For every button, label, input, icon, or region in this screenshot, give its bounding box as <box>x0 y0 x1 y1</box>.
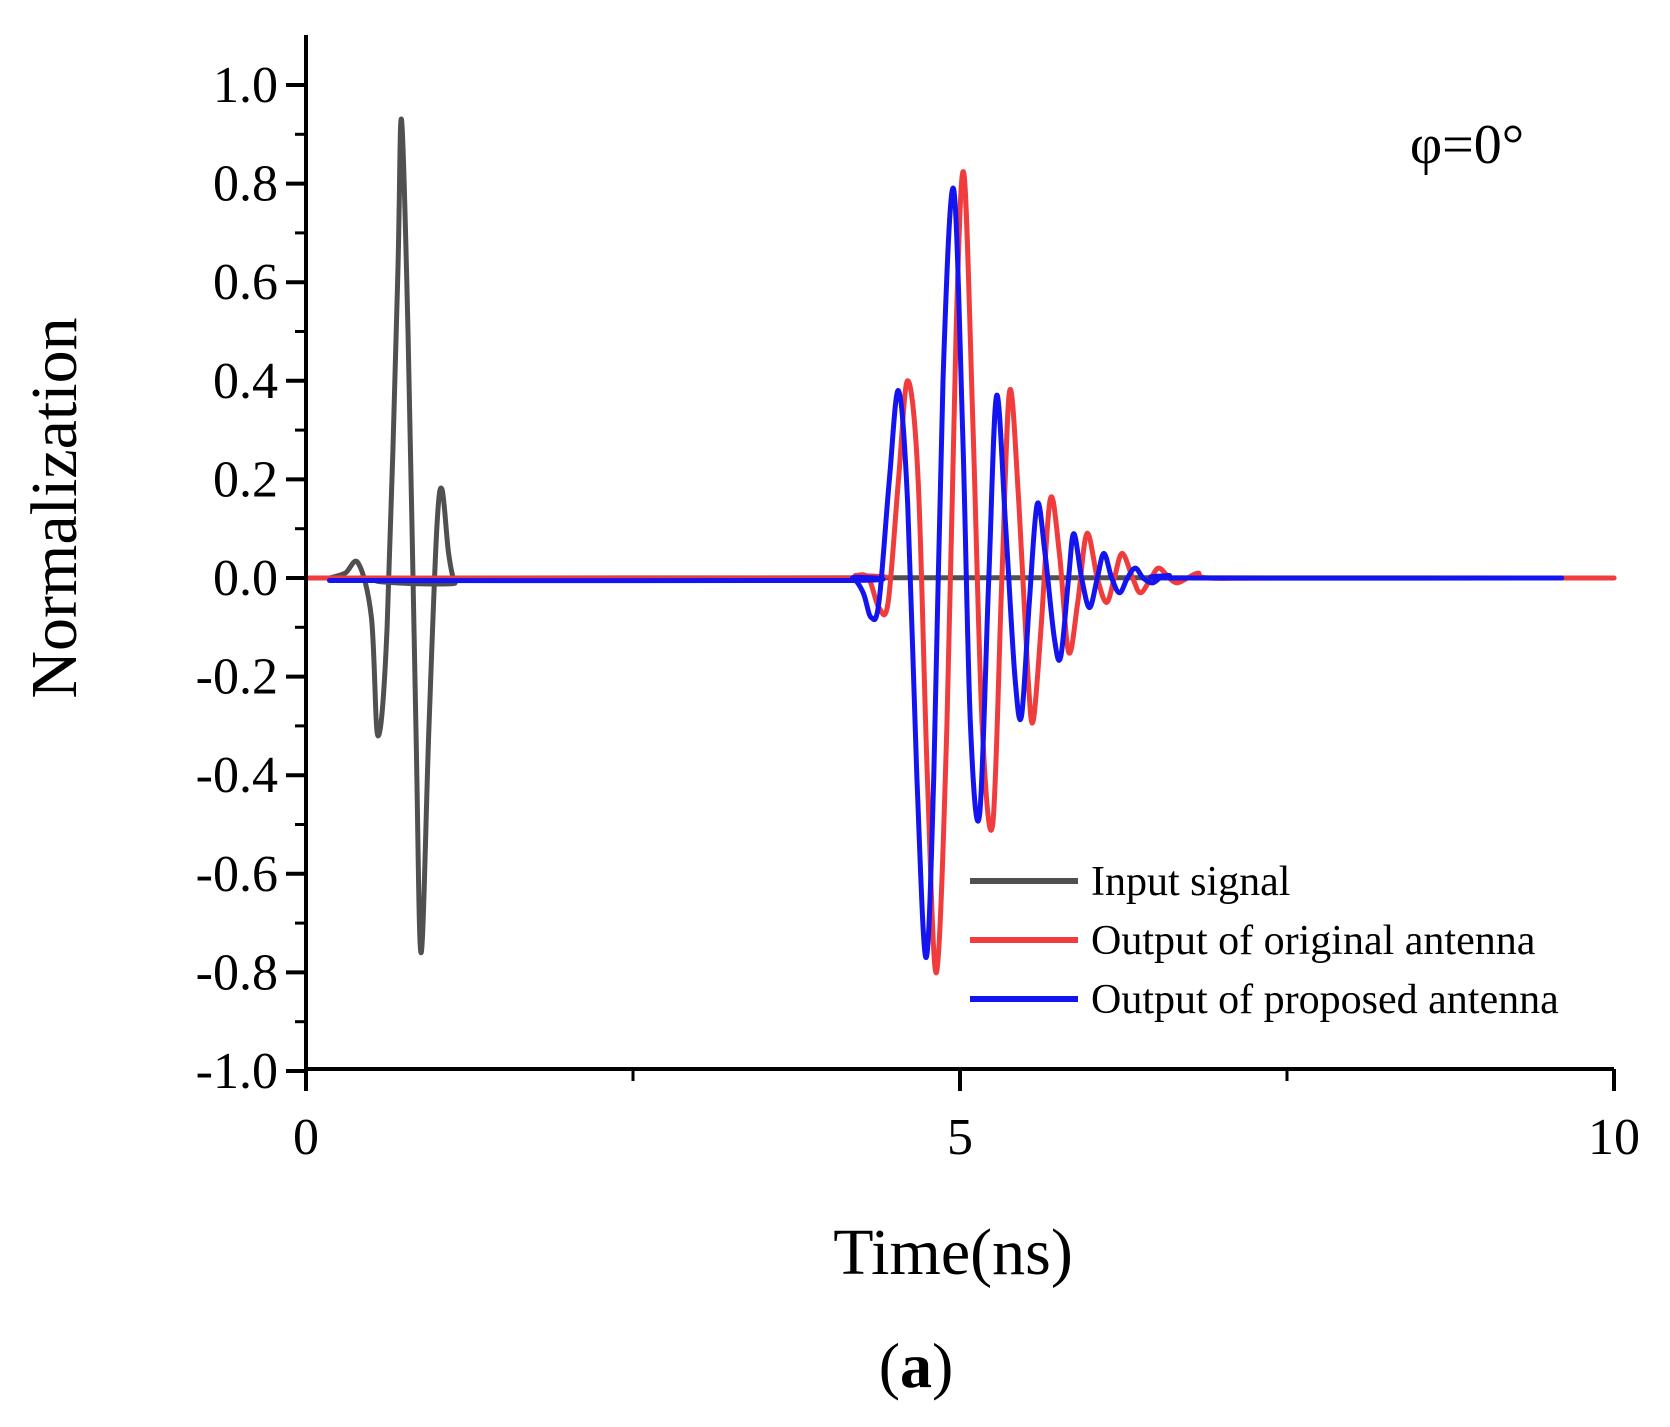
panel-label-close: ) <box>932 1330 953 1401</box>
ticks-layer: -1.0 -0.8 -0.6 -0.4 -0.2 0.0 0.2 0.4 0.6 0.8 1.0 0 5… <box>196 57 1640 1166</box>
plot-area: -1.0 -0.8 -0.6 -0.4 -0.2 0.0 0.2 0.4 0.6 0.8 1.0 0 5… <box>196 35 1640 1166</box>
y-tick-label: -0.6 <box>196 846 278 903</box>
y-tick-label: 0.0 <box>213 550 278 607</box>
x-tick-label: 0 <box>293 1109 319 1166</box>
y-tick-label: 0.8 <box>213 156 278 213</box>
y-axis-title: Normalization <box>18 317 91 698</box>
y-tick-label: 0.4 <box>213 353 278 410</box>
y-tick-label: -1.0 <box>196 1043 278 1100</box>
x-tick-label: 10 <box>1588 1109 1640 1166</box>
series-line-proposed-antenna <box>327 185 1565 961</box>
panel-label-open: ( <box>879 1330 900 1401</box>
x-axis-title: Time(ns) <box>833 1216 1073 1289</box>
panel-label-letter: a <box>900 1330 932 1401</box>
legend-label-proposed-antenna: Output of proposed antenna <box>1091 977 1559 1023</box>
y-tick-label: -0.8 <box>196 944 278 1001</box>
series-layer <box>303 116 1617 975</box>
y-tick-label: 0.6 <box>213 254 278 311</box>
y-tick-label: -0.2 <box>196 649 278 706</box>
panel-label: (a) <box>879 1330 954 1401</box>
legend-label-input-signal: Input signal <box>1091 859 1290 905</box>
legend: Input signal Output of original antenna … <box>970 859 1559 1023</box>
series-line-input-signal <box>327 116 1617 956</box>
phi-annotation: φ=0° <box>1410 114 1524 176</box>
x-tick-label: 5 <box>947 1109 973 1166</box>
legend-label-original-antenna: Output of original antenna <box>1091 918 1536 964</box>
y-tick-label: -0.4 <box>196 747 278 804</box>
y-tick-label: 1.0 <box>213 57 278 114</box>
y-tick-label: 0.2 <box>213 451 278 508</box>
